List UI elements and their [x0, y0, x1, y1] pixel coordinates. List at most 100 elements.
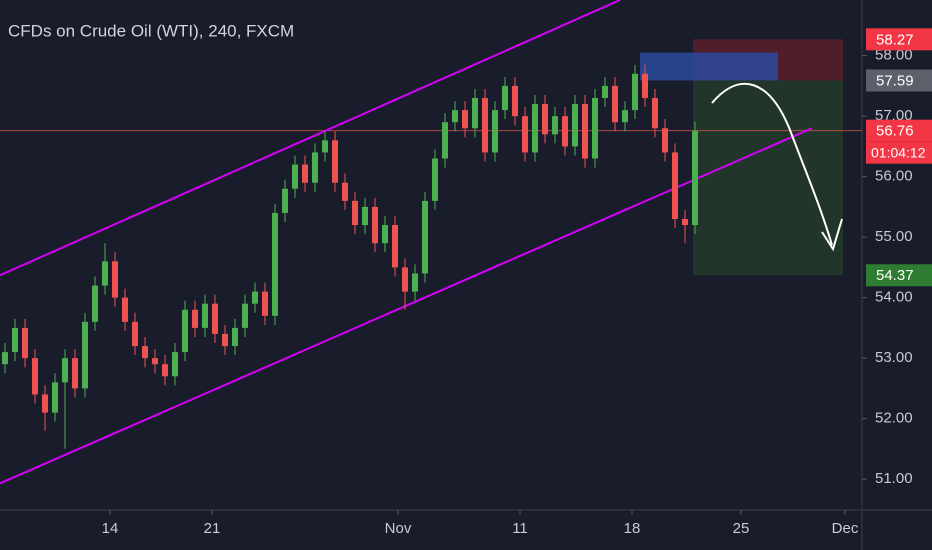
candle: [432, 149, 438, 210]
candle-body: [672, 152, 678, 220]
candle-body: [402, 267, 408, 292]
price-tag-label: 56.76: [876, 123, 914, 140]
candle-body: [232, 327, 238, 347]
candle-body: [692, 130, 698, 226]
chart-title: CFDs on Crude Oil (WTI), 240, FXCM: [8, 21, 294, 40]
candle-body: [482, 98, 488, 153]
candle-body: [22, 327, 28, 359]
candle-body: [182, 309, 188, 353]
x-tick-label: 18: [624, 520, 641, 537]
x-tick-label: Dec: [832, 520, 859, 537]
candle-body: [122, 297, 128, 322]
candle: [622, 101, 628, 132]
countdown-label: 01:04:12: [871, 144, 926, 160]
candle-body: [432, 158, 438, 201]
candle-body: [492, 110, 498, 153]
candle: [212, 294, 218, 344]
candle: [232, 318, 238, 356]
candle: [192, 300, 198, 337]
candle: [612, 76, 618, 132]
candle: [602, 76, 608, 108]
candle: [362, 197, 368, 235]
candle: [152, 349, 158, 374]
candle: [102, 243, 108, 295]
candle-body: [542, 104, 548, 135]
y-tick-label: 51.00: [875, 470, 913, 487]
candle-body: [422, 200, 428, 274]
candle-body: [202, 303, 208, 328]
forecast-arrow: [711, 82, 833, 246]
candle-body: [602, 85, 608, 99]
candle: [262, 282, 268, 325]
candle-body: [322, 140, 328, 153]
candle: [2, 343, 8, 374]
x-tick-label: 21: [204, 520, 221, 537]
candle: [652, 88, 658, 138]
candle-body: [272, 212, 278, 316]
candle-body: [112, 261, 118, 298]
candle: [72, 349, 78, 398]
candle: [502, 76, 508, 120]
candle: [182, 300, 188, 362]
candle: [22, 318, 28, 368]
candle: [492, 101, 498, 162]
candle: [592, 88, 598, 168]
plot: [0, 0, 862, 485]
candle: [12, 318, 18, 362]
candle-body: [342, 182, 348, 201]
candle: [62, 349, 68, 449]
candle-body: [622, 110, 628, 123]
candle: [372, 197, 378, 253]
candle-body: [62, 358, 68, 383]
price-tag-label: 58.27: [876, 31, 914, 48]
candle: [452, 101, 458, 132]
candle-body: [662, 128, 668, 153]
x-tick-label: 14: [102, 520, 119, 537]
candle: [682, 209, 688, 244]
candle-body: [632, 73, 638, 111]
candle: [352, 191, 358, 235]
price-tag: [866, 69, 932, 92]
candle: [52, 373, 58, 422]
candle: [342, 173, 348, 210]
price-tag: [866, 264, 932, 287]
candle: [332, 131, 338, 192]
candle-body: [562, 116, 568, 147]
candle: [582, 94, 588, 168]
candle: [292, 155, 298, 198]
price-tag-label: 54.37: [876, 267, 914, 284]
candle-body: [412, 273, 418, 292]
candle-body: [82, 321, 88, 389]
candle: [242, 294, 248, 337]
candle-body: [462, 110, 468, 129]
candle-body: [382, 225, 388, 244]
candle-body: [32, 358, 38, 395]
price-tag-label: 57.59: [876, 72, 914, 89]
candle-body: [332, 140, 338, 183]
candle: [312, 143, 318, 192]
candle-body: [292, 164, 298, 189]
candle-body: [362, 206, 368, 226]
candle: [302, 155, 308, 192]
candle: [202, 294, 208, 337]
price-tag: [866, 28, 932, 51]
candle-body: [392, 225, 398, 268]
candle-body: [222, 333, 228, 347]
candle-body: [452, 110, 458, 123]
candle-body: [652, 98, 658, 129]
x-tick-label: 11: [512, 520, 528, 537]
y-tick-label: 55.00: [875, 228, 913, 245]
candle-body: [372, 206, 378, 244]
position-zone: [693, 80, 843, 276]
candle-body: [72, 358, 78, 389]
y-tick-label: 58.00: [875, 47, 913, 64]
candle: [402, 258, 408, 310]
y-tick-label: 53.00: [875, 349, 913, 366]
candle: [32, 349, 38, 404]
candle-body: [162, 364, 168, 377]
candle-body: [42, 394, 48, 413]
candle: [532, 94, 538, 162]
y-tick-label: 56.00: [875, 168, 913, 185]
candle-body: [132, 321, 138, 347]
candle-body: [312, 152, 318, 183]
